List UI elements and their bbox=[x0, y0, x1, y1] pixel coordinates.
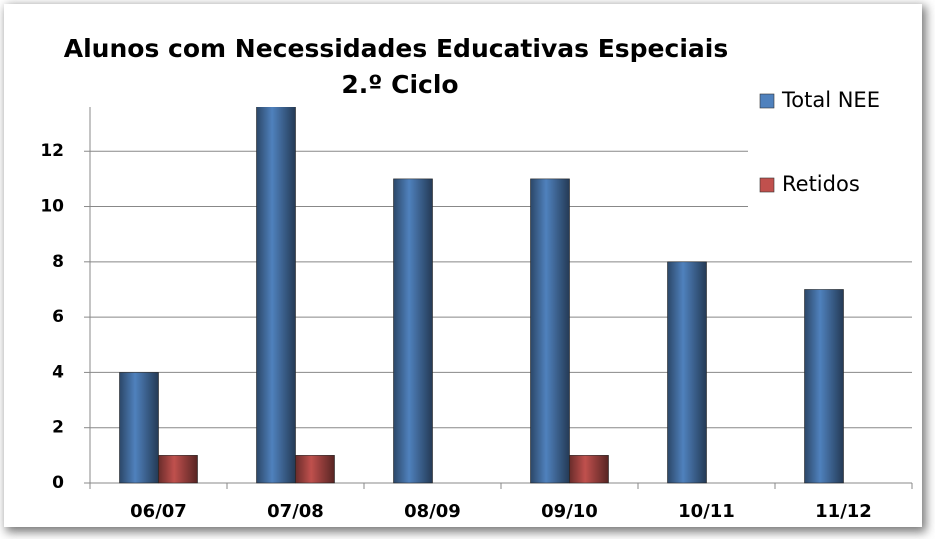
bar-shade bbox=[158, 455, 198, 483]
legend: Total NEE Retidos bbox=[748, 70, 918, 210]
bar-shade bbox=[295, 455, 335, 483]
x-tick-label: 07/08 bbox=[267, 501, 324, 522]
y-tick-label: 8 bbox=[52, 252, 64, 272]
y-tick-label: 2 bbox=[52, 418, 64, 438]
y-tick-label: 4 bbox=[52, 362, 64, 382]
bar-group bbox=[530, 178, 570, 484]
legend-swatch bbox=[759, 93, 775, 109]
bar-shade bbox=[530, 178, 570, 483]
bar-shade bbox=[256, 107, 296, 484]
x-tick-label: 09/10 bbox=[541, 501, 598, 522]
bar-group bbox=[804, 289, 844, 484]
x-tick-label: 10/11 bbox=[678, 501, 735, 522]
bar-group bbox=[256, 107, 296, 484]
x-tick-label: 06/07 bbox=[130, 501, 187, 522]
bar-group bbox=[295, 455, 335, 484]
bar-shade bbox=[569, 455, 609, 483]
chart-title: Alunos com Necessidades Educativas Espec… bbox=[64, 34, 728, 63]
bar-group bbox=[393, 178, 433, 484]
legend-label: Total NEE bbox=[781, 88, 880, 112]
bar-group bbox=[569, 455, 609, 484]
legend-bg bbox=[748, 70, 918, 210]
bar-shade bbox=[119, 372, 159, 483]
legend-swatch bbox=[759, 177, 775, 193]
plot-area bbox=[119, 107, 844, 484]
y-tick-label: 12 bbox=[40, 141, 64, 161]
bar-shade bbox=[804, 289, 844, 483]
bar-group bbox=[119, 372, 159, 484]
legend-label: Retidos bbox=[782, 172, 860, 196]
y-tick-label: 6 bbox=[52, 307, 64, 327]
chart-subtitle: 2.º Ciclo bbox=[341, 70, 458, 99]
y-tick-label: 10 bbox=[40, 197, 64, 217]
bar-shade bbox=[667, 261, 707, 483]
x-tick-label: 08/09 bbox=[404, 501, 461, 522]
x-tick-label: 11/12 bbox=[815, 501, 872, 522]
bar-group bbox=[158, 455, 198, 484]
bar-shade bbox=[393, 178, 433, 483]
bar-group bbox=[667, 261, 707, 484]
y-tick-label: 0 bbox=[52, 473, 64, 493]
